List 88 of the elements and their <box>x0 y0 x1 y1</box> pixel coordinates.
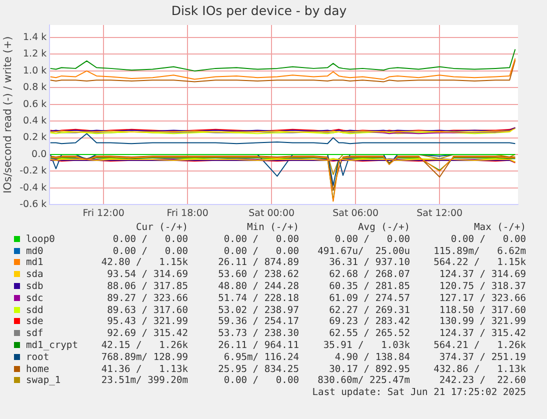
text: 130.99 / 321.99 <box>439 316 526 328</box>
text: 93.54 / 314.69 <box>107 269 188 280</box>
x-tick-label: Fri 18:00 <box>166 208 208 219</box>
legend-label: sdb <box>26 280 44 292</box>
text: 26.11 / 874.89 <box>218 257 299 268</box>
text: 62.27 / 269.31 <box>329 304 410 316</box>
y-tick-label: 0.8 k <box>23 82 48 94</box>
text: 0.00 / 0.00 <box>334 234 410 245</box>
legend-label: sdc <box>26 292 44 304</box>
text: 830.60m/ 225.47m <box>318 375 410 386</box>
legend-label: sde <box>26 316 44 328</box>
y-tick-label: 0.4 k <box>23 116 48 127</box>
text: 48.80 / 244.28 <box>218 280 299 292</box>
text: 62.55 / 265.52 <box>329 328 410 340</box>
text: 0.00 / 0.00 <box>224 375 299 386</box>
x-tick-label: Sat 12:00 <box>416 208 463 219</box>
text: 89.27 / 323.66 <box>107 292 188 304</box>
text: 564.22 / 1.15k <box>434 257 526 268</box>
text: 51.74 / 228.18 <box>218 292 299 304</box>
legend-label: swap_1 <box>26 375 61 386</box>
text: 61.09 / 274.57 <box>329 292 410 304</box>
text: Cur (-/+) <box>136 222 188 233</box>
text: 374.37 / 251.19 <box>439 352 526 363</box>
y-tick-label: 0.0 <box>32 148 47 160</box>
y-tick-label: 1.2 k <box>23 48 48 60</box>
text: 0.00 / 0.00 <box>224 234 299 245</box>
text: 120.75 / 318.37 <box>439 280 526 292</box>
text: 564.21 / 1.26k <box>434 340 526 351</box>
text: 88.06 / 317.85 <box>107 280 188 292</box>
text: 115.89m/ 6.62m <box>434 246 526 257</box>
text: 127.17 / 323.66 <box>439 292 526 304</box>
text: 62.68 / 268.07 <box>329 269 410 280</box>
x-tick-label: Sat 06:00 <box>332 208 379 219</box>
x-tick-label: Fri 12:00 <box>82 208 124 219</box>
text: 0.00 / 0.00 <box>224 246 299 257</box>
legend-label: md1 <box>26 257 44 268</box>
y-tick-label: 0.2 k <box>23 132 48 144</box>
text: 95.43 / 321.99 <box>107 316 188 328</box>
text: 23.51m/ 399.20m <box>101 375 188 386</box>
text: 26.11 / 964.11 <box>218 340 299 351</box>
text: 36.31 / 937.10 <box>329 257 410 268</box>
text: 30.17 / 892.95 <box>329 364 410 375</box>
text: 59.36 / 254.17 <box>218 316 299 328</box>
text: 242.23 / 22.60 <box>439 375 526 386</box>
text: 124.37 / 315.42 <box>439 328 526 340</box>
text: 53.60 / 238.62 <box>218 269 299 280</box>
text: 69.23 / 283.42 <box>329 316 410 328</box>
y-tick-label: -0.2 k <box>20 166 48 177</box>
legend-label: loop0 <box>26 234 55 245</box>
y-tick-label: -0.4 k <box>20 182 48 194</box>
legend-label: sdf <box>26 328 44 340</box>
text: 6.95m/ 116.24 <box>224 352 299 363</box>
text: 491.67u/ 25.00u <box>318 246 410 257</box>
x-tick-label: Sat 00:00 <box>248 208 295 219</box>
legend-label: root <box>26 352 50 363</box>
text: 42.15 / 1.26k <box>101 340 188 351</box>
text: 432.86 / 1.13k <box>434 364 526 375</box>
text: 118.50 / 317.60 <box>439 304 526 316</box>
legend-label: home <box>26 364 50 375</box>
text: 124.37 / 314.69 <box>439 269 526 280</box>
legend-label: sdd <box>26 304 44 316</box>
text: Last update: Sat Jun 21 17:25:02 2025 <box>312 387 526 398</box>
y-tick-label: 1.4 k <box>23 32 48 43</box>
text: 53.02 / 238.97 <box>218 304 299 316</box>
text: 89.63 / 317.60 <box>107 304 188 316</box>
chart-title: Disk IOs per device - by day <box>171 2 348 18</box>
legend-label: md1_crypt <box>26 340 78 351</box>
text: 35.91 / 1.03k <box>323 340 410 351</box>
text: 53.73 / 238.30 <box>218 328 299 340</box>
text: 41.36 / 1.13k <box>101 364 188 375</box>
text: 42.80 / 1.15k <box>101 257 188 268</box>
legend-label: sda <box>26 269 44 280</box>
y-tick-label: 0.6 k <box>23 98 48 110</box>
text: 0.00 / 0.00 <box>112 234 188 245</box>
text: 768.89m/ 128.99 <box>101 352 188 363</box>
text: 0.00 / 0.00 <box>112 246 188 257</box>
text: 0.00 / 0.00 <box>450 234 526 245</box>
text: Max (-/+) <box>474 222 526 233</box>
text: 25.95 / 834.25 <box>218 364 299 375</box>
text: Min (-/+) <box>247 222 299 233</box>
text: 60.35 / 281.85 <box>329 280 410 292</box>
y-axis-title: IOs/second read (-) / write (+) <box>2 36 14 194</box>
text: 4.90 / 138.84 <box>334 352 410 363</box>
legend-label: md0 <box>26 246 44 257</box>
text: Avg (-/+) <box>358 222 410 233</box>
text: 92.69 / 315.42 <box>107 328 188 340</box>
y-tick-label: 1.0 k <box>23 65 48 76</box>
y-tick-label: -0.6 k <box>20 199 48 210</box>
